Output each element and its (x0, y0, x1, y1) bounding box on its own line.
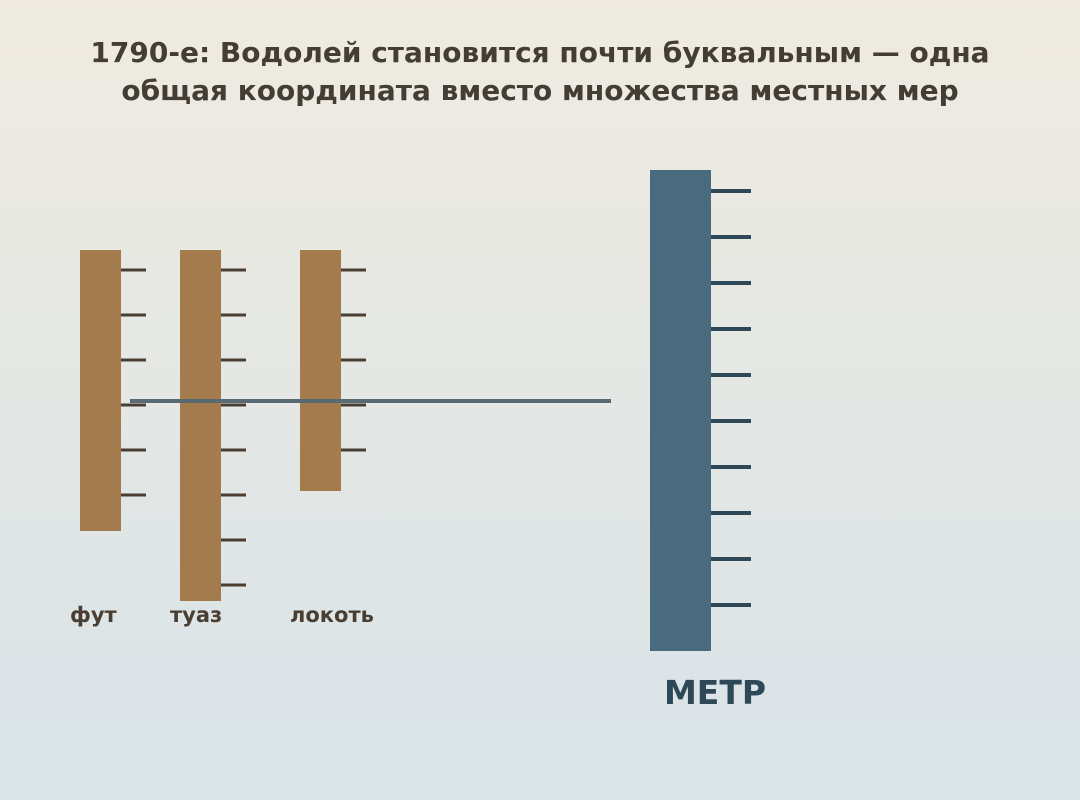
toise-bar (180, 250, 221, 601)
cubit-ticks (341, 268, 366, 452)
foot-ticks (121, 268, 146, 497)
toise-ticks (221, 268, 246, 587)
measure-label: локоть (290, 603, 374, 627)
measure-label: фут (70, 603, 118, 627)
metre-bar (650, 170, 711, 651)
foot-bar (80, 250, 121, 531)
title: 1790-е: Водолей становится почти букваль… (90, 36, 990, 107)
metre-ticks (711, 189, 751, 607)
cubit-bar (300, 250, 341, 491)
measure-label: туаз (170, 603, 222, 627)
metre-label: МЕТР (664, 673, 766, 712)
